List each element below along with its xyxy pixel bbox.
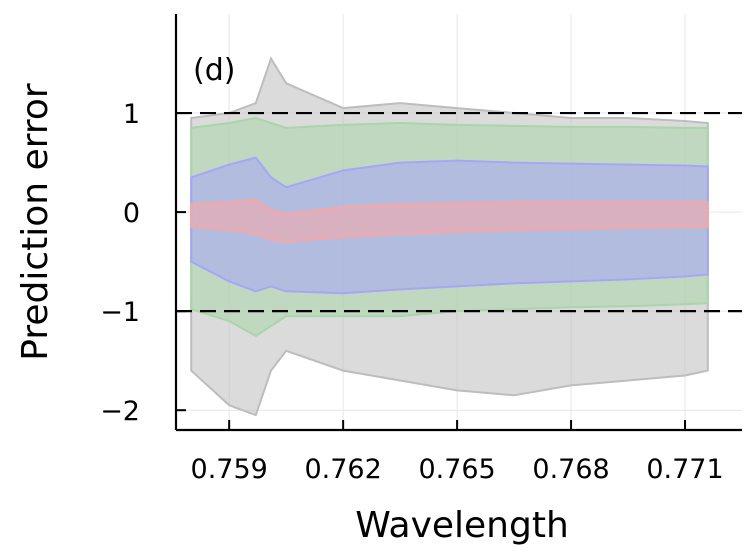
y-tick-label-0: −2 — [100, 396, 140, 427]
y-axis-label: Prediction error — [15, 83, 56, 361]
x-tick-label-0: 0.759 — [191, 454, 268, 485]
reference-lines — [176, 111, 742, 313]
x-tick-label-4: 0.771 — [646, 454, 723, 485]
bands-layer — [190, 56, 709, 417]
band-red — [190, 199, 709, 243]
x-tick-label-2: 0.765 — [418, 454, 495, 485]
x-tick-label-1: 0.762 — [304, 454, 381, 485]
axes — [174, 14, 742, 432]
tick-labels: 0.759 0.762 0.765 0.768 0.771 −2 −1 0 1 — [100, 99, 723, 485]
y-tick-label-2: 0 — [123, 198, 140, 229]
x-axis-label: Wavelength — [355, 505, 569, 546]
y-tick-label-3: 1 — [123, 99, 140, 130]
y-tick-label-1: −1 — [100, 297, 140, 328]
panel-label: (d) — [193, 53, 235, 88]
x-tick-label-3: 0.768 — [532, 454, 609, 485]
